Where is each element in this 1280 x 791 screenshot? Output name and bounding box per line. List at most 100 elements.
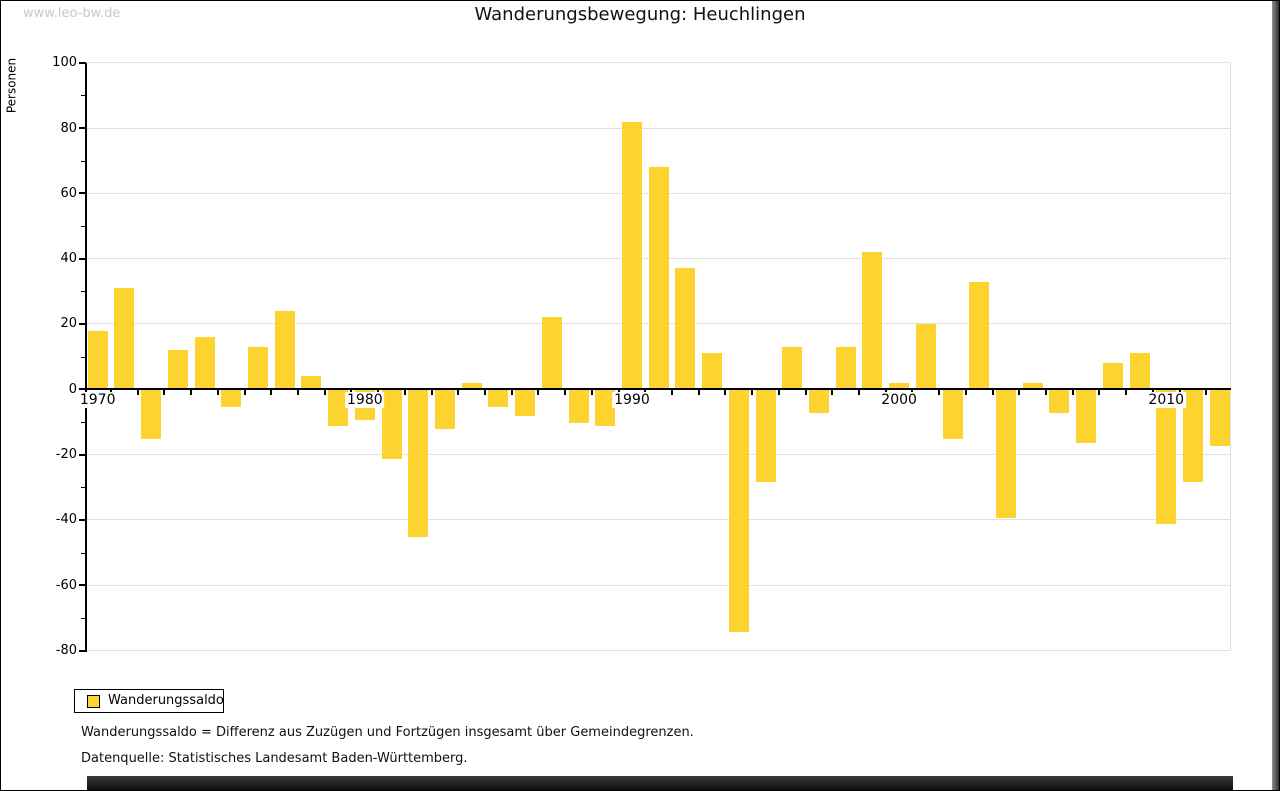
bar-1998: [835, 346, 856, 390]
x-axis-line: [85, 388, 1231, 391]
bar-1986: [515, 390, 536, 417]
bar-1989: [595, 390, 616, 427]
y-tick-label--80: -80: [55, 643, 77, 659]
y-tick--40: [79, 518, 86, 521]
bar-1977: [274, 310, 295, 390]
x-tick-26: [777, 390, 780, 396]
bar-2006: [1049, 390, 1070, 414]
y-tick-label-80: 80: [60, 120, 77, 136]
gridline--80: [86, 650, 1230, 652]
bar-2004: [995, 390, 1016, 518]
x-axis-label-2000: 2000: [879, 392, 919, 409]
bar-1972: [141, 390, 162, 440]
x-tick-27: [804, 390, 807, 396]
y-tick-40: [79, 257, 86, 260]
y-minor-tick-50: [81, 226, 86, 228]
bar-1983: [434, 390, 455, 430]
window-right-shadow: [1272, 1, 1279, 790]
y-minor-tick-90: [81, 95, 86, 97]
x-tick-15: [484, 390, 487, 396]
watermark: www.leo-bw.de: [23, 6, 121, 21]
y-tick-label-100: 100: [52, 55, 77, 71]
bar-1973: [167, 350, 188, 390]
x-tick-29: [858, 390, 861, 396]
bar-2009: [1129, 353, 1150, 390]
x-tick-28: [831, 390, 834, 396]
y-minor-tick--70: [81, 617, 86, 619]
x-tick-18: [564, 390, 567, 396]
y-tick-label--20: -20: [55, 447, 77, 463]
bar-1984: [461, 382, 482, 390]
gridline--60: [86, 584, 1230, 586]
x-tick-33: [964, 390, 967, 396]
y-tick-80: [79, 127, 86, 130]
horizontal-scrollbar[interactable]: [87, 776, 1233, 790]
bar-1978: [301, 376, 322, 390]
gridline-100: [86, 62, 1230, 64]
x-tick-25: [751, 390, 754, 396]
legend-swatch-icon: [87, 695, 100, 708]
x-tick-3: [163, 390, 166, 396]
bar-1997: [808, 390, 829, 414]
bar-1979: [328, 390, 349, 427]
bar-2002: [942, 390, 963, 440]
bar-1974: [194, 337, 215, 390]
bar-2001: [915, 323, 936, 390]
x-axis-label-1990: 1990: [612, 392, 652, 409]
x-axis-label-1970: 1970: [77, 392, 118, 409]
x-tick-13: [430, 390, 433, 396]
bar-1993: [702, 353, 723, 390]
x-tick-8: [297, 390, 300, 396]
footnote-definition: Wanderungssaldo = Differenz aus Zuzügen …: [81, 725, 694, 740]
footnote-source: Datenquelle: Statistisches Landesamt Bad…: [81, 751, 468, 766]
bar-1992: [675, 268, 696, 390]
gridline--20: [86, 454, 1230, 456]
y-tick-label-60: 60: [60, 185, 77, 201]
y-tick-label-40: 40: [60, 251, 77, 267]
page-title: Wanderungsbewegung: Heuchlingen: [474, 4, 806, 25]
plot-right-border: [1229, 62, 1231, 651]
x-tick-34: [991, 390, 994, 396]
x-tick-4: [190, 390, 193, 396]
bar-1994: [728, 390, 749, 632]
x-tick-12: [403, 390, 406, 396]
bar-2010: [1156, 390, 1177, 525]
y-tick-label--40: -40: [55, 512, 77, 528]
y-minor-tick-10: [81, 356, 86, 358]
y-minor-tick--10: [81, 421, 86, 423]
y-minor-tick--30: [81, 487, 86, 489]
y-tick--60: [79, 584, 86, 587]
x-axis-label-2010: 2010: [1146, 392, 1187, 409]
x-tick-17: [537, 390, 540, 396]
x-tick-32: [938, 390, 941, 396]
y-tick-label-20: 20: [60, 316, 77, 332]
y-minor-tick--50: [81, 552, 86, 554]
x-tick-9: [323, 390, 326, 396]
bar-2012: [1209, 390, 1230, 446]
x-tick-35: [1018, 390, 1021, 396]
bar-1999: [862, 252, 883, 390]
bar-1975: [221, 390, 242, 407]
x-tick-5: [216, 390, 219, 396]
x-tick-2: [136, 390, 139, 396]
y-tick-label--60: -60: [55, 577, 77, 593]
bar-1982: [408, 390, 429, 538]
x-tick-7: [270, 390, 273, 396]
y-tick-60: [79, 192, 86, 195]
y-tick-0: [79, 388, 86, 391]
bar-2011: [1182, 390, 1203, 482]
x-tick-37: [1071, 390, 1074, 396]
y-tick-label-0: 0: [68, 381, 77, 397]
bar-2000: [889, 382, 910, 390]
x-axis-label-1980: 1980: [345, 392, 385, 409]
gridline-80: [86, 127, 1230, 129]
bar-1971: [114, 288, 135, 390]
bar-1970: [87, 330, 108, 390]
x-tick-14: [457, 390, 460, 396]
y-tick--20: [79, 453, 86, 456]
x-tick-38: [1098, 390, 1101, 396]
x-tick-19: [590, 390, 593, 396]
bar-1985: [488, 390, 509, 407]
gridline--40: [86, 519, 1230, 521]
